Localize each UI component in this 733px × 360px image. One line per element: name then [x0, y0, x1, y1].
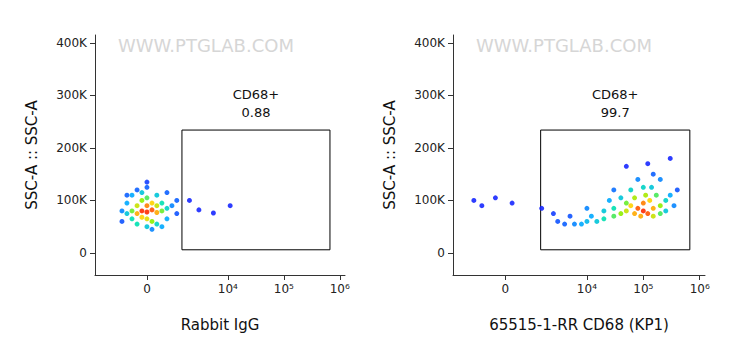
- svg-text:WWW.PTGLAB.COM: WWW.PTGLAB.COM: [476, 35, 652, 56]
- svg-text:Rabbit IgG: Rabbit IgG: [181, 316, 260, 334]
- svg-text:10⁴: 10⁴: [218, 282, 238, 296]
- svg-text:10⁵: 10⁵: [274, 282, 294, 296]
- svg-text:0: 0: [143, 282, 151, 296]
- svg-text:400K: 400K: [56, 36, 88, 50]
- svg-text:0.88: 0.88: [241, 105, 270, 120]
- svg-text:10⁶: 10⁶: [330, 282, 350, 296]
- svg-text:300K: 300K: [56, 88, 88, 102]
- svg-text:100K: 100K: [56, 193, 88, 207]
- svg-text:0: 0: [437, 246, 445, 260]
- svg-text:10⁵: 10⁵: [633, 282, 653, 296]
- svg-text:SSC-A :: SSC-A: SSC-A :: SSC-A: [23, 100, 41, 210]
- svg-text:0: 0: [502, 282, 510, 296]
- svg-text:10⁴: 10⁴: [577, 282, 597, 296]
- svg-text:400K: 400K: [414, 36, 446, 50]
- svg-text:10⁶: 10⁶: [690, 282, 710, 296]
- svg-text:200K: 200K: [56, 141, 88, 155]
- svg-text:CD68+: CD68+: [592, 87, 639, 102]
- svg-text:SSC-A :: SSC-A: SSC-A :: SSC-A: [381, 100, 399, 210]
- svg-text:100K: 100K: [414, 193, 446, 207]
- svg-text:200K: 200K: [414, 141, 446, 155]
- svg-text:WWW.PTGLAB.COM: WWW.PTGLAB.COM: [118, 35, 294, 56]
- svg-text:0: 0: [79, 246, 87, 260]
- svg-text:300K: 300K: [414, 88, 446, 102]
- svg-text:CD68+: CD68+: [233, 87, 280, 102]
- svg-text:99.7: 99.7: [601, 105, 630, 120]
- svg-text:65515-1-RR CD68 (KP1): 65515-1-RR CD68 (KP1): [489, 316, 669, 334]
